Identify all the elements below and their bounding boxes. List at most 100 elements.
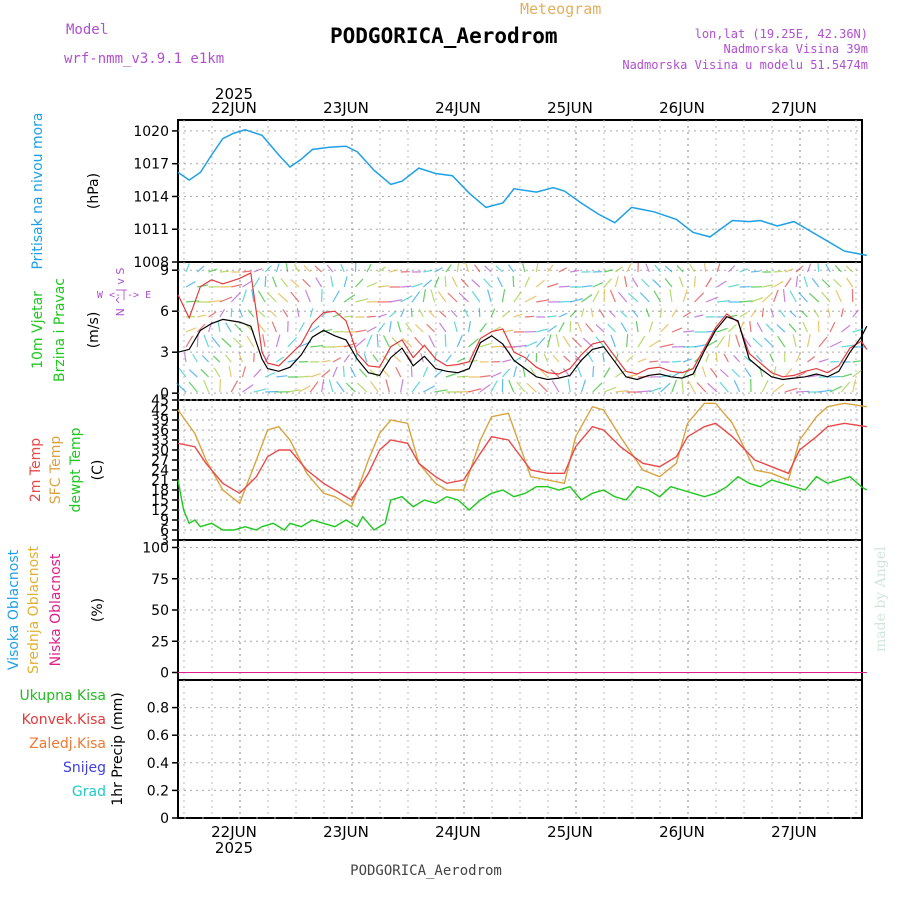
wind-vector xyxy=(402,337,413,348)
wind-vector xyxy=(355,278,364,288)
wind-vector xyxy=(623,276,628,288)
y-tick-label: 1014 xyxy=(133,189,169,205)
wind-vector xyxy=(558,322,565,333)
wind-vector xyxy=(253,277,260,288)
wind-vector xyxy=(241,366,247,378)
wind-vector xyxy=(422,279,433,288)
wind-vector xyxy=(208,299,222,303)
y-tick-label: 1011 xyxy=(133,222,169,238)
wind-vector xyxy=(355,298,369,303)
wind-vector xyxy=(755,354,763,363)
wind-vector xyxy=(558,285,570,288)
wind-vector xyxy=(217,321,221,333)
wind-vector xyxy=(664,265,673,273)
wind-ylabel-2: Brzina i Pravac xyxy=(52,278,68,382)
wind-vector xyxy=(535,279,546,288)
wind-vector xyxy=(247,309,255,318)
wind-vector xyxy=(558,312,568,318)
wind-vector xyxy=(671,360,681,363)
wind-vector xyxy=(411,282,423,288)
wind-vector xyxy=(287,359,297,363)
wind-vector xyxy=(434,369,444,378)
wind-vector xyxy=(694,343,708,348)
wind-vector xyxy=(524,276,530,288)
wind-vector xyxy=(779,309,786,318)
wind-vector xyxy=(230,292,241,303)
wind-vector xyxy=(770,308,775,318)
wind-vector xyxy=(225,354,232,363)
wind-vector xyxy=(739,311,748,318)
wind-vector xyxy=(705,296,719,303)
wind-vector xyxy=(827,308,831,318)
wind-vector xyxy=(598,309,605,318)
wind-vector xyxy=(391,336,402,348)
wind-vector xyxy=(196,333,199,348)
wind-vector xyxy=(649,360,659,363)
wind-vector xyxy=(276,375,288,378)
wind-vector xyxy=(298,322,305,333)
wind-vector xyxy=(370,381,379,393)
wind-vector xyxy=(830,375,842,378)
wind-vector xyxy=(495,265,503,273)
wind-vector xyxy=(570,269,580,273)
wind-vector xyxy=(749,320,752,333)
wind-vector xyxy=(502,359,512,363)
wind-vector xyxy=(547,325,557,333)
wind-vector xyxy=(835,289,842,303)
cloud-ylabel-2: Srednja Oblacnost xyxy=(26,546,42,674)
wind-vector xyxy=(321,328,333,333)
wind-vector xyxy=(693,275,696,288)
wind-vector xyxy=(355,338,366,348)
wind-vector xyxy=(733,379,741,393)
wind-vector xyxy=(376,333,379,348)
wind-vector xyxy=(366,315,376,318)
wind-vector xyxy=(535,263,539,273)
model-value: wrf-nmm_v3.9.1 e1km xyxy=(64,51,224,67)
y-tick-label: 0 xyxy=(160,666,169,682)
wind-vector xyxy=(761,292,773,303)
wind-vector xyxy=(438,310,447,318)
wind-vector xyxy=(332,366,338,378)
wind-vector xyxy=(219,308,226,318)
date-tick-bottom: 27JUN xyxy=(771,823,817,841)
wind-vector xyxy=(456,263,460,273)
wind-vector xyxy=(242,270,252,273)
wind-vector xyxy=(479,342,493,348)
date-tick-bottom: 24JUN xyxy=(435,823,481,841)
wind-vector xyxy=(798,292,808,303)
wind-vector xyxy=(321,309,329,318)
wind-vector xyxy=(203,379,210,393)
wind-vector xyxy=(789,310,797,318)
wind-vector xyxy=(508,379,515,393)
wind-vector xyxy=(478,307,481,318)
wind-vector xyxy=(818,389,832,393)
wind-vector xyxy=(242,280,253,288)
wind-vector xyxy=(735,334,741,348)
wind-vector xyxy=(821,279,831,288)
wind-vector xyxy=(230,307,233,318)
wind-vector xyxy=(290,291,300,303)
wind-vector xyxy=(290,279,300,288)
wind-vector xyxy=(196,323,206,333)
wind-vector xyxy=(840,381,851,393)
wind-vector xyxy=(445,373,457,378)
wind-vector xyxy=(581,285,593,288)
wind-vector xyxy=(784,277,792,288)
wind-vector xyxy=(197,284,209,288)
wind-vector xyxy=(382,335,390,348)
wind-vector xyxy=(445,354,452,363)
wind-vector xyxy=(422,366,429,378)
wind-vector xyxy=(739,268,749,273)
temp-ylabel-3: dewpt Temp xyxy=(68,427,84,512)
wind-vector xyxy=(524,295,537,303)
wind-vector xyxy=(719,381,729,393)
date-tick-top: 25JUN xyxy=(547,99,593,117)
wind-vector xyxy=(547,315,557,318)
wind-vector xyxy=(456,334,463,348)
wind-vector xyxy=(479,322,487,333)
wind-vector xyxy=(282,309,289,318)
wind-vector xyxy=(796,390,810,393)
wind-vector xyxy=(590,308,594,318)
wind-vector xyxy=(660,323,669,333)
